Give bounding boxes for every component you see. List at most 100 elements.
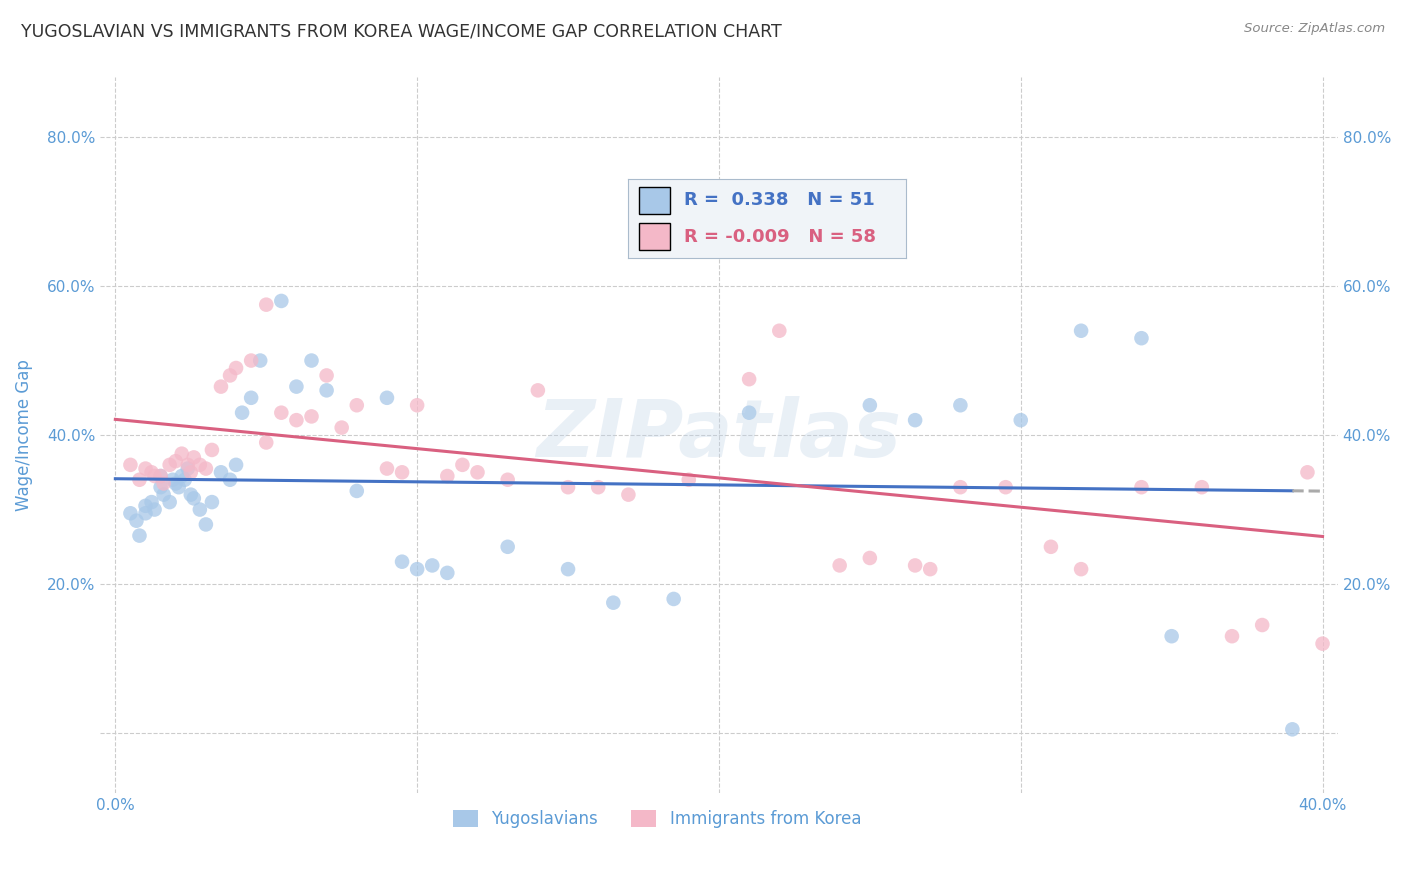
Point xyxy=(285,379,308,393)
Point xyxy=(143,469,166,483)
Point xyxy=(1296,465,1319,479)
Point xyxy=(1281,723,1303,737)
Point xyxy=(949,398,972,412)
Point xyxy=(1070,324,1092,338)
Point xyxy=(173,473,195,487)
Point xyxy=(602,596,624,610)
Point xyxy=(420,558,443,573)
Point xyxy=(557,562,579,576)
Point xyxy=(738,406,761,420)
Point xyxy=(149,469,172,483)
Point xyxy=(768,324,790,338)
Point xyxy=(270,406,292,420)
Text: Source: ZipAtlas.com: Source: ZipAtlas.com xyxy=(1244,22,1385,36)
Point xyxy=(828,558,851,573)
Point xyxy=(315,384,337,398)
Point xyxy=(180,465,202,479)
Point xyxy=(920,562,942,576)
Point xyxy=(1191,480,1213,494)
Point xyxy=(177,461,200,475)
Point xyxy=(375,391,398,405)
Point xyxy=(183,491,205,506)
Text: YUGOSLAVIAN VS IMMIGRANTS FROM KOREA WAGE/INCOME GAP CORRELATION CHART: YUGOSLAVIAN VS IMMIGRANTS FROM KOREA WAG… xyxy=(21,22,782,40)
Point xyxy=(170,469,193,483)
Point xyxy=(219,473,242,487)
Point xyxy=(149,469,172,483)
Point xyxy=(170,447,193,461)
Point xyxy=(240,391,263,405)
Point xyxy=(285,413,308,427)
Point xyxy=(436,469,458,483)
Text: R = -0.009   N = 58: R = -0.009 N = 58 xyxy=(683,227,876,246)
Point xyxy=(406,562,429,576)
Point xyxy=(859,398,882,412)
Point xyxy=(141,465,163,479)
Point xyxy=(165,454,187,468)
Point xyxy=(152,476,174,491)
Point xyxy=(165,476,187,491)
Point xyxy=(1251,618,1274,632)
Point xyxy=(391,465,413,479)
Point xyxy=(994,480,1017,494)
Point xyxy=(1312,637,1334,651)
Point xyxy=(240,353,263,368)
Point xyxy=(346,483,368,498)
Point xyxy=(904,558,927,573)
Point xyxy=(451,458,474,472)
Point xyxy=(496,473,519,487)
Point xyxy=(586,480,609,494)
Point xyxy=(125,514,148,528)
FancyBboxPatch shape xyxy=(640,223,669,251)
Text: R =  0.338   N = 51: R = 0.338 N = 51 xyxy=(683,192,875,210)
Point xyxy=(120,458,142,472)
Point xyxy=(678,473,700,487)
Point xyxy=(183,450,205,465)
Point xyxy=(859,551,882,566)
Point xyxy=(467,465,489,479)
Point xyxy=(128,473,150,487)
Point xyxy=(662,591,685,606)
Point xyxy=(209,465,232,479)
Point xyxy=(406,398,429,412)
Point xyxy=(201,495,224,509)
Point xyxy=(159,458,181,472)
Point xyxy=(1160,629,1182,643)
FancyBboxPatch shape xyxy=(640,187,669,214)
Point xyxy=(167,480,190,494)
Point xyxy=(141,495,163,509)
Point xyxy=(159,495,181,509)
Point xyxy=(375,461,398,475)
Point xyxy=(254,435,277,450)
Point xyxy=(707,242,730,256)
Point xyxy=(162,473,184,487)
Point xyxy=(134,461,156,475)
Point xyxy=(219,368,242,383)
Point xyxy=(254,298,277,312)
Point xyxy=(231,406,253,420)
Point xyxy=(904,413,927,427)
Point xyxy=(391,555,413,569)
Point xyxy=(496,540,519,554)
Point xyxy=(188,458,211,472)
Point xyxy=(225,361,247,376)
Point xyxy=(949,480,972,494)
Point xyxy=(1070,562,1092,576)
Y-axis label: Wage/Income Gap: Wage/Income Gap xyxy=(15,359,32,511)
Point xyxy=(527,384,550,398)
Point xyxy=(436,566,458,580)
Point xyxy=(557,480,579,494)
Point xyxy=(143,502,166,516)
Point xyxy=(1010,413,1032,427)
Point xyxy=(134,506,156,520)
Point xyxy=(1130,480,1153,494)
Point xyxy=(177,458,200,472)
Point xyxy=(330,420,353,434)
Point xyxy=(738,204,761,219)
Point xyxy=(149,480,172,494)
Point xyxy=(617,488,640,502)
Point xyxy=(1130,331,1153,345)
Point xyxy=(1039,540,1062,554)
Point xyxy=(128,528,150,542)
Point xyxy=(738,372,761,386)
Point xyxy=(301,353,323,368)
